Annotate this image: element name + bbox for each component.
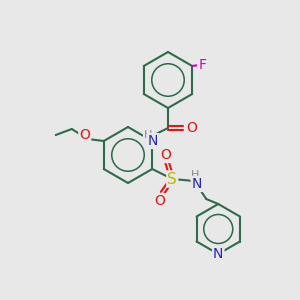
Text: H: H (144, 130, 152, 140)
Text: O: O (154, 194, 165, 208)
Text: O: O (187, 121, 197, 135)
Text: N: N (213, 247, 224, 261)
Text: S: S (167, 172, 177, 187)
Text: N: N (192, 177, 202, 191)
Text: F: F (198, 58, 206, 72)
Text: O: O (79, 128, 90, 142)
Text: H: H (191, 170, 200, 180)
Text: N: N (148, 134, 158, 148)
Text: O: O (160, 148, 171, 162)
